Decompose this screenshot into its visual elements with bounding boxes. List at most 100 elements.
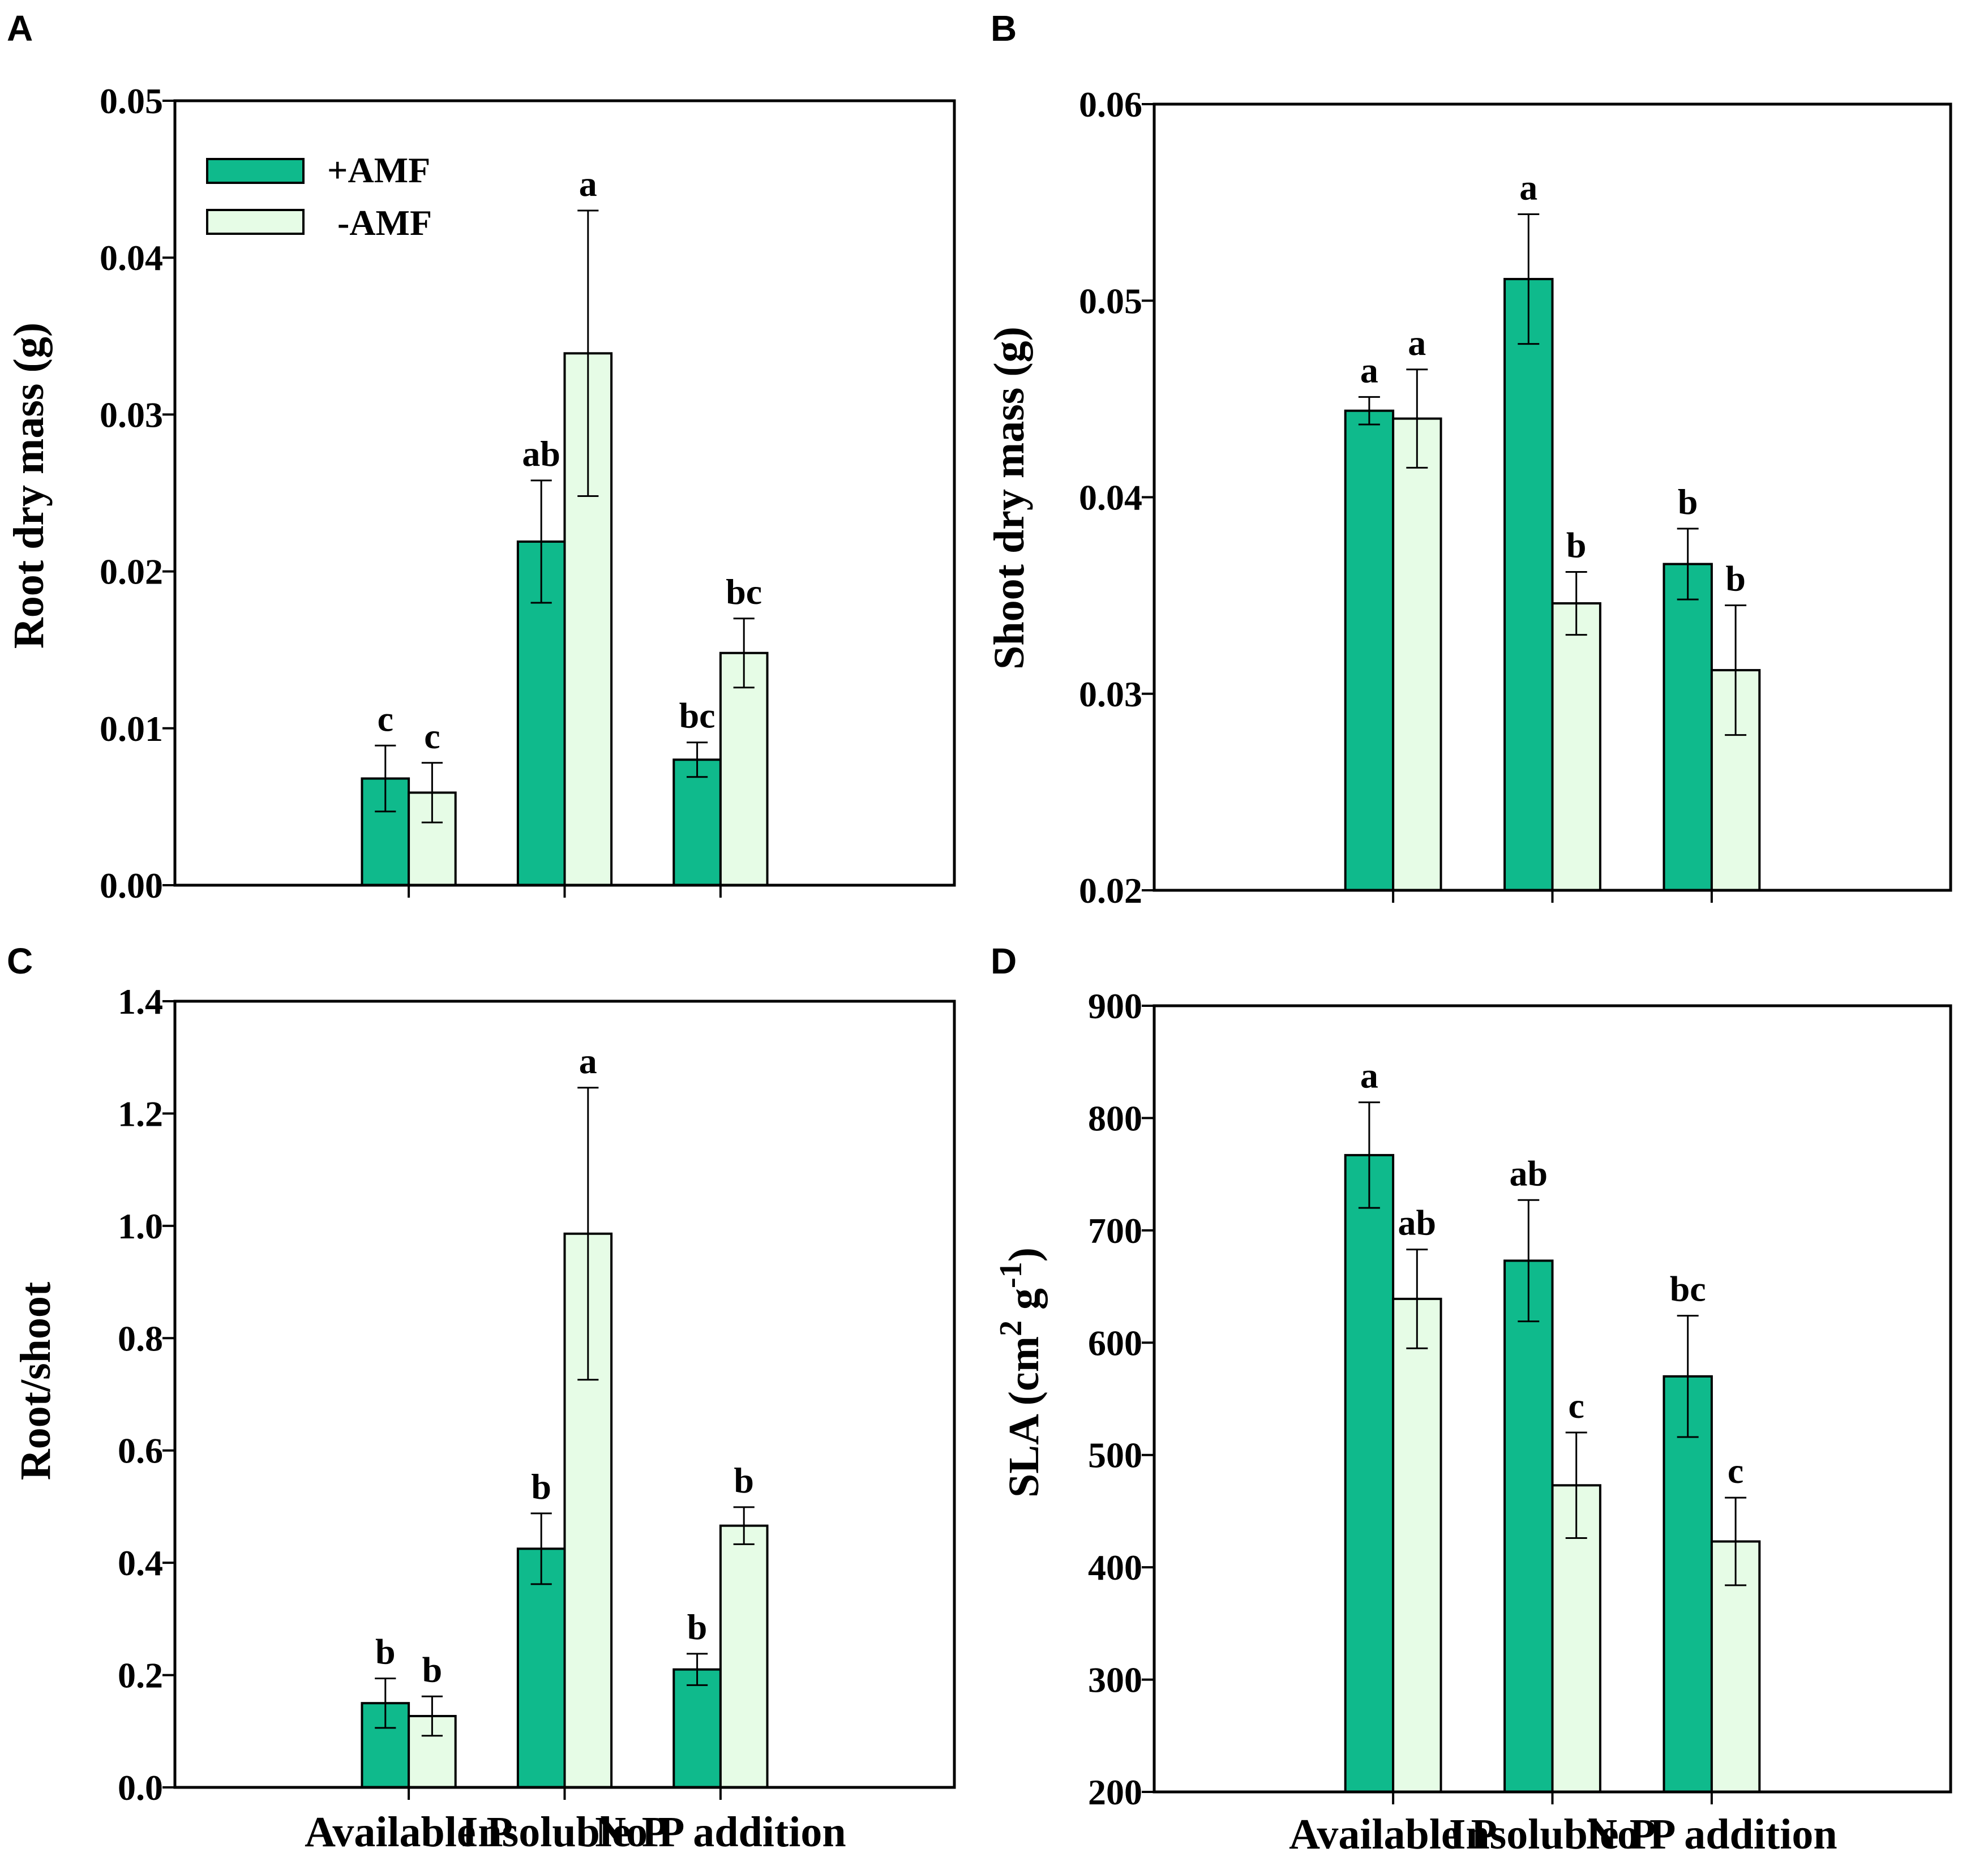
y-tick-label: 0.6 — [118, 1431, 163, 1471]
y-tick-label: 0.8 — [118, 1318, 163, 1358]
legend-label-minus-amf: -AMF — [337, 203, 432, 243]
x-category-label: Available P — [305, 1808, 513, 1856]
y-tick-label: 0.04 — [1079, 478, 1142, 518]
y-tick-label: 900 — [1088, 986, 1142, 1026]
bar-plus-amf — [1663, 1375, 1713, 1793]
panel-letter-d: D — [991, 941, 1017, 981]
y-axis-title-d-sup2: -1 — [993, 1262, 1029, 1288]
bar-plus-amf — [1503, 1259, 1554, 1793]
y-tick-label: 600 — [1088, 1323, 1142, 1363]
significance-letter: c — [424, 716, 440, 756]
panel-letter-b: B — [991, 8, 1017, 49]
y-axis-title-a: Root dry mass (g) — [5, 323, 53, 649]
y-tick-label: 500 — [1088, 1435, 1142, 1476]
y-axis-title-d: SLA (cm2 g-1) — [993, 1247, 1048, 1498]
bar-plus-amf — [1344, 1153, 1395, 1793]
significance-letter: ab — [1398, 1203, 1437, 1243]
significance-letter: a — [1408, 323, 1426, 363]
y-tick-label: 1.2 — [118, 1093, 163, 1134]
significance-letter: b — [734, 1460, 754, 1500]
y-axis-title-d-part3: ) — [1000, 1247, 1048, 1262]
significance-letter: b — [422, 1649, 443, 1689]
legend-swatch-plus-amf — [206, 158, 305, 184]
legend: +AMF -AMF — [206, 150, 432, 243]
significance-letter: b — [1566, 525, 1587, 565]
plot-frame — [173, 99, 956, 887]
y-tick-label: 0.06 — [1079, 84, 1142, 125]
legend-label-plus-amf: +AMF — [327, 150, 430, 190]
bar-plus-amf — [672, 1668, 722, 1789]
chart-a-body: 0.00 0.01 0.02 0.03 0.04 0.05 c c ab a bc bc — [100, 81, 956, 906]
panel-d: D 200 300 400 500 600 700 800 900 a ab Available P… — [991, 941, 1952, 1857]
significance-letter: b — [531, 1466, 551, 1507]
bar-plus-amf — [1503, 278, 1554, 891]
bar-minus-amf — [1551, 602, 1601, 891]
y-tick-label: 0.0 — [118, 1768, 163, 1808]
y-tick-label: 200 — [1088, 1772, 1142, 1812]
plot-frame — [1152, 1004, 1952, 1794]
y-tick-label: 0.4 — [118, 1543, 163, 1583]
y-tick-label: 0.03 — [100, 394, 163, 435]
y-tick-label: 0.2 — [118, 1656, 163, 1696]
significance-letter: b — [1678, 482, 1698, 522]
y-tick-label: 700 — [1088, 1211, 1142, 1251]
significance-letter: a — [579, 164, 597, 204]
y-axis-title-d-sup1: 2 — [993, 1320, 1029, 1336]
y-tick-label: 0.00 — [100, 865, 163, 906]
significance-letter: b — [687, 1607, 708, 1647]
significance-letter: a — [579, 1041, 597, 1081]
chart-d-body: 200 300 400 500 600 700 800 900 a ab Available P ab… — [1088, 986, 1952, 1857]
y-tick-label: 0.03 — [1079, 674, 1142, 714]
significance-letter: a — [1360, 1056, 1378, 1096]
bar-plus-amf — [1663, 563, 1713, 891]
significance-letter: c — [1728, 1451, 1743, 1491]
bar-plus-amf — [1344, 409, 1395, 891]
significance-letter: a — [1519, 167, 1537, 207]
y-tick-label: 800 — [1088, 1098, 1142, 1138]
panel-letter-c: C — [7, 941, 33, 981]
x-category-label: Insoluble P — [1449, 1811, 1656, 1857]
significance-letter: bc — [679, 696, 715, 736]
x-category-label: Available P — [1289, 1811, 1497, 1857]
y-tick-label: 1.0 — [118, 1206, 163, 1246]
y-axis-title-d-part2: g — [1000, 1288, 1048, 1320]
significance-letter: b — [1725, 558, 1746, 598]
bar-plus-amf — [516, 1547, 566, 1789]
significance-letter: bc — [726, 572, 762, 612]
x-category-label: Insoluble P — [461, 1808, 668, 1856]
x-category-label: No P addition — [595, 1808, 846, 1856]
y-tick-label: 0.04 — [100, 238, 163, 278]
bar-minus-amf — [719, 1524, 769, 1789]
significance-letter: ab — [1509, 1153, 1548, 1193]
panel-a: A 0.00 0.01 0.02 0.03 0.04 0.05 c c ab a bc bc Root… — [5, 8, 956, 906]
panel-letter-a: A — [7, 8, 33, 49]
y-tick-label: 300 — [1088, 1660, 1142, 1700]
significance-letter: a — [1360, 350, 1378, 390]
y-tick-label: 400 — [1088, 1547, 1142, 1588]
y-tick-label: 0.05 — [100, 81, 163, 121]
plot-frame — [1152, 102, 1952, 892]
y-axis-title-d-part1: SLA (cm — [1000, 1336, 1048, 1498]
y-tick-label: 1.4 — [118, 981, 163, 1022]
bar-plus-amf — [672, 758, 722, 886]
legend-swatch-minus-amf — [206, 209, 305, 235]
y-tick-label: 0.05 — [1079, 281, 1142, 321]
y-axis-title-c: Root/shoot — [12, 1282, 59, 1480]
bar-minus-amf — [1392, 417, 1442, 891]
significance-letter: bc — [1670, 1269, 1706, 1309]
y-tick-label: 0.01 — [100, 709, 163, 749]
plot-frame — [173, 1000, 956, 1789]
significance-letter: c — [378, 698, 393, 739]
significance-letter: b — [375, 1632, 396, 1672]
significance-letter: c — [1569, 1386, 1584, 1426]
y-tick-label: 0.02 — [1079, 870, 1142, 911]
y-axis-title-b: Shoot dry mass (g) — [986, 327, 1033, 670]
x-category-label: No P addition — [1586, 1811, 1837, 1857]
bar-minus-amf — [1392, 1297, 1442, 1794]
y-tick-label: 0.02 — [100, 552, 163, 592]
